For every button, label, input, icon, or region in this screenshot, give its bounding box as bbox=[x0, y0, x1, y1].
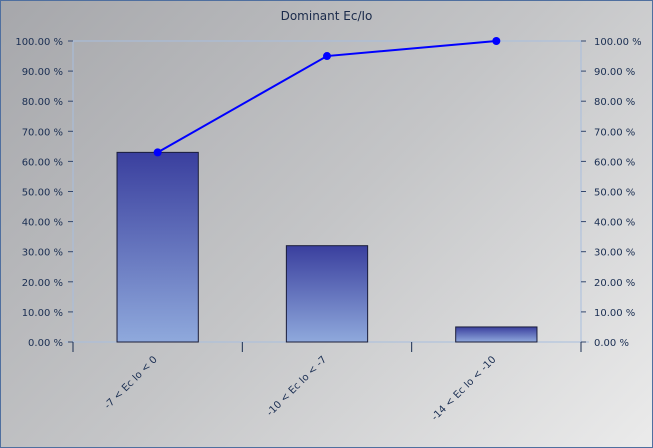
y2-tick-label-right: 20.00 % bbox=[594, 278, 635, 289]
y2-tick-label-right: 0.00 % bbox=[594, 338, 629, 349]
bar[interactable] bbox=[285, 245, 369, 343]
y-tick-label-left: 40.00 % bbox=[22, 218, 63, 229]
y-tick-label-left: 10.00 % bbox=[22, 308, 63, 319]
cumulative-point[interactable] bbox=[153, 148, 162, 157]
cumulative-point[interactable] bbox=[323, 52, 331, 61]
y2-tick-label-right: 70.00 % bbox=[594, 127, 635, 138]
y2-tick-label-right: 30.00 % bbox=[594, 248, 635, 259]
y-tick-label-left: 80.00 % bbox=[22, 97, 63, 108]
cumulative-point[interactable] bbox=[492, 37, 501, 45]
y2-tick-label-right: 60.00 % bbox=[594, 157, 635, 168]
y-tick-label-left: 0.00 % bbox=[28, 338, 63, 349]
y-tick-label-left: 60.00 % bbox=[22, 157, 63, 168]
y2-tick-label-right: 50.00 % bbox=[594, 188, 635, 199]
y2-tick-label-right: 40.00 % bbox=[594, 218, 635, 229]
y-tick-label-left: 20.00 % bbox=[22, 278, 63, 289]
x-category-label: -10 < Ec Io < -7 bbox=[265, 354, 329, 418]
y2-tick-label-right: 90.00 % bbox=[594, 67, 635, 78]
y-tick-label-left: 100.00 % bbox=[15, 37, 63, 48]
y-tick-label-left: 90.00 % bbox=[22, 67, 63, 78]
y-tick-label-left: 50.00 % bbox=[22, 188, 63, 199]
x-category-label: -14 < Ec Io < -10 bbox=[430, 354, 499, 423]
chart-title: Dominant Ec/Io bbox=[280, 9, 373, 23]
bar[interactable] bbox=[116, 151, 199, 343]
y2-tick-label-right: 80.00 % bbox=[594, 97, 635, 108]
y-tick-label-left: 70.00 % bbox=[22, 127, 63, 138]
x-category-label: -7 < Ec Io < 0 bbox=[103, 354, 160, 411]
y-tick-label-left: 30.00 % bbox=[22, 248, 63, 259]
y2-tick-label-right: 10.00 % bbox=[594, 308, 635, 319]
y2-tick-label-right: 100.00 % bbox=[594, 37, 642, 48]
bar[interactable] bbox=[455, 326, 538, 343]
